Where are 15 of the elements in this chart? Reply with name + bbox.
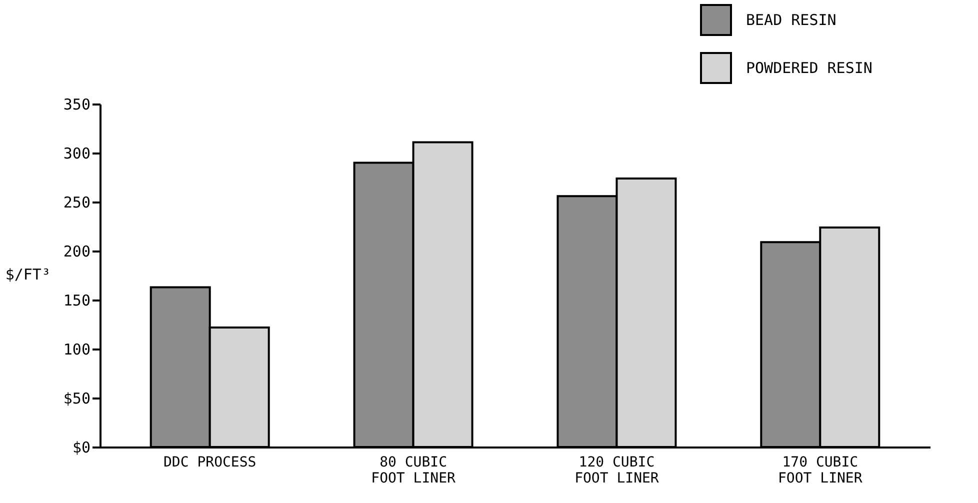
y-tick-label: 300	[63, 144, 90, 162]
x-tick-label: 170 CUBIC FOOT LINER	[778, 454, 863, 486]
y-tick-label: 200	[63, 242, 90, 260]
y-tick-label: $0	[72, 438, 90, 456]
y-tick-label: $50	[63, 390, 90, 408]
x-tick-label: 120 CUBIC FOOT LINER	[574, 454, 660, 486]
y-tick-label: 350	[63, 96, 90, 114]
legend-label: POWDERED RESIN	[746, 59, 872, 77]
y-tick-label: 250	[63, 194, 90, 212]
legend-label: BEAD RESIN	[746, 11, 836, 29]
x-tick-label: DDC PROCESS	[163, 454, 256, 470]
y-axis-title: $/FT³	[5, 266, 50, 284]
y-tick-label: 100	[63, 340, 90, 358]
y-tick-label: 150	[63, 292, 90, 310]
x-tick-label: 80 CUBIC FOOT LINER	[371, 454, 456, 486]
